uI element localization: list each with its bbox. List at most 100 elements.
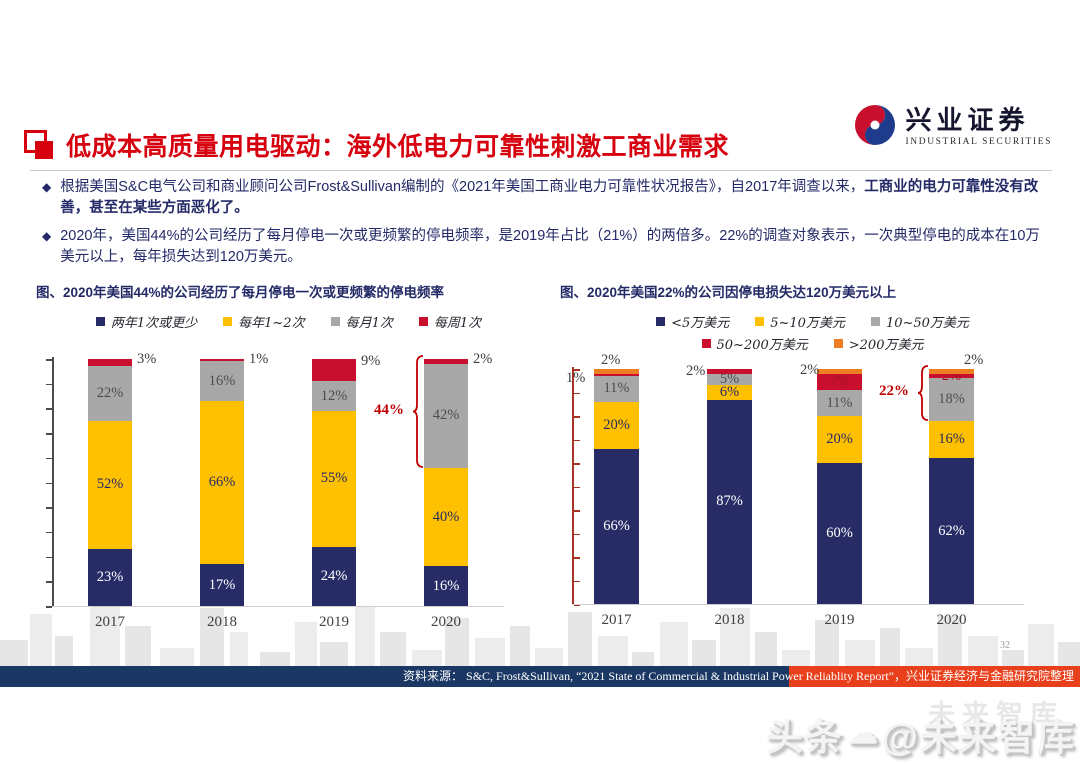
bar-segment-label: 17% (208, 576, 236, 593)
stacked-bar-2017: 23% 52% 22% (88, 359, 132, 606)
bar-segment (817, 369, 862, 374)
bar-segment (707, 369, 752, 374)
y-axis-tick (574, 369, 580, 371)
legend-label: 5~10万美元 (770, 316, 845, 331)
skyline-building (905, 648, 933, 666)
header-divider (30, 170, 1052, 171)
skyline-building (598, 636, 628, 666)
legend-label: 每月1次 (345, 316, 393, 331)
x-axis-label: 2018 (207, 614, 237, 630)
bar-segment: 66% (200, 401, 244, 565)
bar-segment-label: 11% (603, 380, 630, 397)
x-axis-line (52, 606, 504, 607)
chart-plot-area: 66% 20% 11% 2017 87% 6% 5% 2018 60% 20% 11% 7% 2019 6… (560, 352, 1040, 628)
legend-swatch (330, 317, 340, 326)
y-axis-tick (46, 408, 52, 410)
bar-segment-label: 18% (938, 391, 965, 408)
x-axis-line (572, 604, 1024, 605)
skyline-building (632, 652, 654, 666)
bar-outside-label: 2% (964, 352, 984, 368)
skyline-building (355, 606, 375, 666)
y-axis-tick (46, 383, 52, 386)
skyline-building (880, 628, 900, 666)
legend-swatch (418, 317, 428, 326)
skyline-building (260, 652, 290, 666)
watermark-part1: 头条 (765, 717, 844, 758)
legend-label: 50~200万美元 (716, 338, 808, 353)
skyline-building (535, 648, 563, 666)
bar-segment-label: 2% (941, 367, 962, 384)
bullet-item: ◆ 根据美国S&C电气公司和商业顾问公司Frost&Sullivan编制的《20… (42, 177, 1042, 219)
bar-segment-label: 24% (320, 567, 348, 584)
bar-segment: 66% (594, 448, 639, 604)
legend-swatch (701, 339, 711, 348)
y-axis-tick (46, 606, 52, 608)
y-axis (572, 367, 574, 604)
bar-segment: 11% (817, 390, 862, 416)
bar-segment-label: 7% (829, 373, 850, 390)
annotation-brace (412, 355, 424, 468)
legend-swatch (755, 317, 765, 326)
bar-segment: 11% (594, 376, 639, 402)
skyline-building (568, 612, 592, 666)
skyline-building (1058, 642, 1080, 666)
x-axis-label: 2017 (95, 614, 125, 630)
bar-segment (200, 359, 244, 362)
bar-segment: 2% (929, 367, 974, 384)
legend-row: 50~200万美元 >200万美元 (560, 334, 1065, 353)
bullet-text: 根据美国S&C电气公司和商业顾问公司Frost&Sullivan编制的《2021… (60, 179, 1039, 216)
bar-segment: 87% (707, 399, 752, 604)
stacked-bar-2019: 24% 55% 12% (312, 359, 356, 606)
bar-segment: 16% (929, 420, 974, 459)
bar-segment: 52% (88, 420, 132, 550)
skyline-building (1002, 650, 1024, 666)
skyline-building (720, 608, 750, 666)
legend-item: 每周1次 (418, 312, 482, 331)
skyline-building (380, 632, 406, 666)
x-axis-label: 2020 (936, 612, 967, 628)
chart-outage-frequency: 图、2020年美国44%的公司经历了每月停电一次或更频繁的停电频率 两年1次或更… (36, 281, 541, 633)
stacked-bar-2017: 66% 20% 11% (594, 369, 639, 604)
bar-segment: 24% (312, 546, 356, 606)
skyline-building (475, 638, 505, 666)
x-axis-label: 2017 (601, 612, 632, 628)
skyline-building (230, 632, 248, 666)
y-axis-tick (46, 359, 52, 361)
legend-label: <5万美元 (671, 316, 730, 331)
bar-segment: 55% (312, 410, 356, 547)
stacked-bar-2018: 87% 6% 5% (707, 369, 752, 604)
diamond-bullet-icon: ◆ (42, 180, 52, 194)
bar-segment-label: 62% (938, 522, 965, 539)
bar-outside-label: 3% (137, 351, 157, 367)
legend-item: 每月1次 (330, 312, 393, 331)
bar-segment: 20% (817, 416, 862, 463)
skyline-building (125, 626, 151, 666)
legend-label: 每周1次 (433, 316, 482, 331)
footer-bar-red (789, 666, 1080, 687)
skyline-building (90, 598, 120, 666)
bar-segment: 5% (707, 371, 752, 387)
bar-segment-label: 6% (719, 384, 740, 401)
x-axis-label: 2019 (824, 612, 855, 628)
bar-segment: 23% (88, 549, 132, 606)
key-points: ◆ 根据美国S&C电气公司和商业顾问公司Frost&Sullivan编制的《20… (42, 177, 1042, 275)
logo-text-en: INDUSTRIAL SECURITIES (905, 137, 1052, 147)
y-axis-tick (574, 557, 580, 559)
legend-swatch (870, 317, 880, 326)
chart-plot-area: 23% 52% 22% 2017 17% 66% 16% 2018 24% 55% 12% 2019 1… (36, 351, 516, 630)
bar-segment (929, 369, 974, 374)
legend-row: <5万美元 5~10万美元 10~50万美元 (560, 312, 1065, 331)
annotation-brace (917, 365, 929, 421)
skyline-building (1028, 624, 1054, 666)
bar-outside-label: 2% (686, 363, 706, 379)
y-axis-tick (46, 433, 52, 435)
bullet-item: ◆ 2020年，美国44%的公司经历了每月停电一次或更频繁的停电频率，是2019… (42, 226, 1042, 268)
legend-swatch (656, 317, 666, 326)
chart-legend: <5万美元 5~10万美元 10~50万美元 50~200万美元 >200万美元 (560, 312, 1065, 353)
skyline-building (200, 608, 224, 666)
skyline-building (660, 622, 688, 666)
logo-text-cn: 兴业证券 (905, 106, 1030, 135)
y-axis-tick (46, 556, 52, 559)
bar-segment (312, 359, 356, 382)
bar-segment: 62% (929, 458, 974, 604)
